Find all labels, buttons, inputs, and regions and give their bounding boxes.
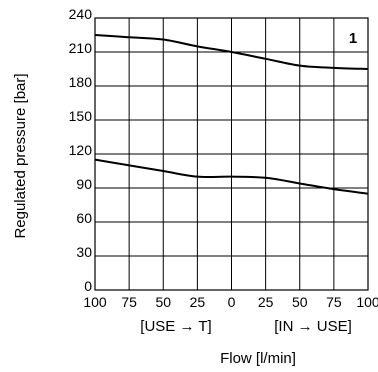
x-tick-label: 75: [121, 294, 137, 310]
x-axis-title: Flow [l/min]: [220, 350, 296, 367]
y-axis-title: Regulated pressure [bar]: [12, 73, 29, 238]
y-tick-label: 0: [84, 278, 92, 294]
chart-series: [94, 34, 369, 195]
x-tick-label: 25: [258, 294, 274, 310]
chart-badge: 1: [349, 30, 357, 47]
x-tick-label: 100: [83, 294, 107, 310]
chart-grid: [94, 17, 369, 291]
direction-label-in-to-use: [IN → USE]: [274, 318, 352, 335]
x-tick-labels: 100 75 50 25 0 25 50 75 100: [83, 294, 378, 310]
x-tick-label: 25: [190, 294, 206, 310]
series-line-1: [94, 34, 369, 70]
x-tick-label: 50: [292, 294, 308, 310]
y-tick-label: 60: [76, 210, 92, 226]
y-tick-label: 210: [69, 40, 93, 56]
series-line-2: [94, 158, 369, 195]
y-tick-label: 150: [69, 108, 93, 124]
x-tick-label: 100: [356, 294, 378, 310]
direction-label-use-to-t: [USE → T]: [140, 318, 211, 335]
badge-box: [336, 24, 362, 50]
y-tick-label: 240: [69, 6, 93, 22]
plot-frame: [94, 17, 369, 291]
y-tick-label: 90: [76, 176, 92, 192]
y-tick-label: 120: [69, 142, 93, 158]
y-tick-label: 180: [69, 74, 93, 90]
x-tick-label: 50: [155, 294, 171, 310]
x-tick-label: 75: [326, 294, 342, 310]
x-tick-label: 0: [228, 294, 236, 310]
y-tick-label: 30: [76, 244, 92, 260]
y-tick-labels: 0 30 60 90 120 150 180 210 240: [69, 6, 93, 294]
